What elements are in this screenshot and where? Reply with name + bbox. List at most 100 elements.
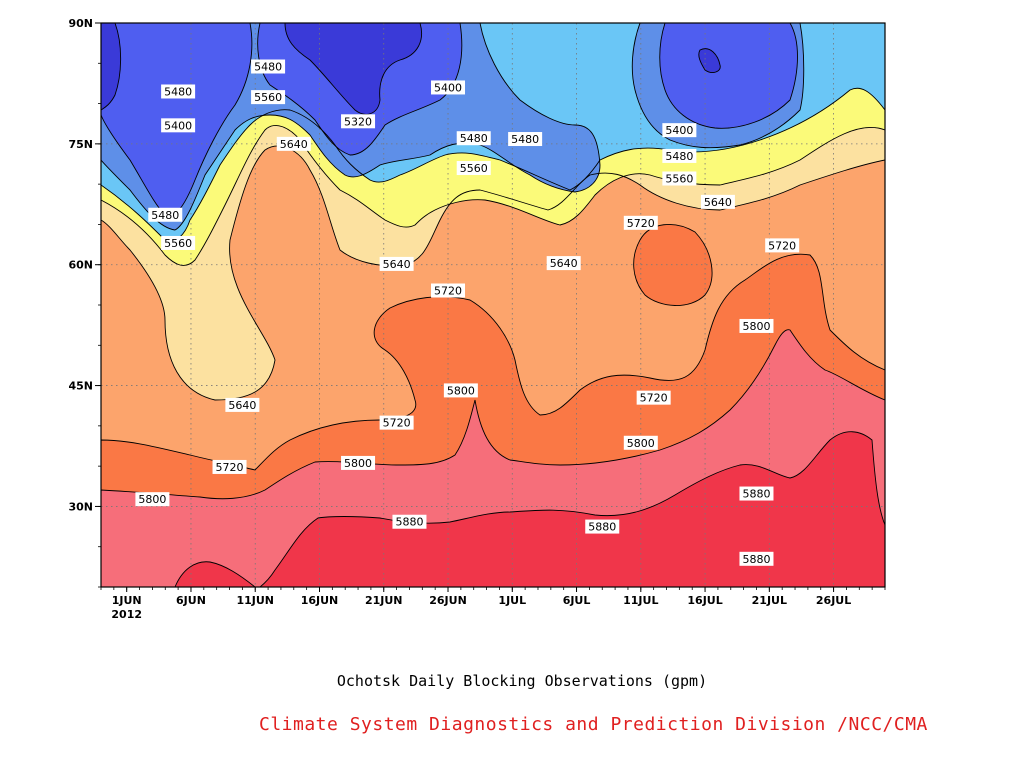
contour-label: 5800 bbox=[135, 492, 170, 507]
contour-label-text: 5640 bbox=[228, 399, 256, 412]
contour-label-text: 5880 bbox=[588, 521, 616, 534]
contour-label: 5560 bbox=[662, 171, 697, 186]
contour-label-box bbox=[739, 318, 774, 333]
contour-label-text: 5560 bbox=[164, 237, 192, 250]
contour-label-box bbox=[623, 215, 658, 230]
y-tick-label: 30N bbox=[68, 500, 93, 513]
contour-label-text: 5400 bbox=[164, 119, 192, 132]
contour-label-text: 5480 bbox=[254, 61, 282, 74]
x-tick-label: 21JUL bbox=[752, 594, 787, 607]
contour-label: 5640 bbox=[700, 194, 735, 209]
contour-label-text: 5400 bbox=[434, 81, 462, 94]
contour-label: 5400 bbox=[161, 118, 196, 133]
fill-band-above-5960 bbox=[175, 431, 885, 587]
contour-label-box bbox=[456, 131, 491, 146]
contour-label-text: 5560 bbox=[460, 162, 488, 175]
contour-label-box bbox=[623, 435, 658, 450]
contour-label: 5640 bbox=[546, 256, 581, 271]
contour-label-box bbox=[148, 207, 183, 222]
contour-label-box bbox=[161, 118, 196, 133]
contour-label-text: 5320 bbox=[344, 115, 372, 128]
contour-label-box bbox=[251, 90, 286, 105]
contour-label: 5800 bbox=[623, 435, 658, 450]
contour-label-text: 5720 bbox=[640, 392, 668, 405]
x-tick-label: 11JUL bbox=[623, 594, 658, 607]
contour-line bbox=[101, 23, 885, 401]
contour-label: 5640 bbox=[276, 136, 311, 151]
contour-label-text: 5880 bbox=[742, 488, 770, 501]
contour-label: 5880 bbox=[585, 519, 620, 534]
contour-label-text: 5800 bbox=[742, 320, 770, 333]
contour-label-text: 5480 bbox=[164, 85, 192, 98]
y-tick-label: 45N bbox=[68, 380, 93, 393]
contour-line bbox=[101, 23, 885, 266]
y-axis: 30N 45N 60N 75N 90N bbox=[68, 17, 101, 588]
contour-label: 5640 bbox=[225, 397, 260, 412]
contour-line bbox=[174, 431, 885, 587]
contour-label-text: 5800 bbox=[138, 493, 166, 506]
x-tick-label: 21JUN bbox=[365, 594, 403, 607]
contour-label-box bbox=[161, 235, 196, 250]
contour-label-text: 5800 bbox=[447, 384, 475, 397]
grid-lines bbox=[101, 23, 885, 587]
y-tick-label: 90N bbox=[68, 17, 93, 30]
contour-label-text: 5640 bbox=[383, 258, 411, 271]
contour-label-text: 5720 bbox=[627, 217, 655, 230]
x-tick-label: 26JUL bbox=[816, 594, 851, 607]
contour-label-box bbox=[456, 161, 491, 176]
contour-label-text: 5480 bbox=[460, 132, 488, 145]
contour-label-box bbox=[636, 390, 671, 405]
contour-label-text: 5640 bbox=[280, 138, 308, 151]
y-tick-label: 60N bbox=[68, 259, 93, 272]
contour-label: 5480 bbox=[508, 132, 543, 147]
contour-line-layer bbox=[101, 23, 885, 587]
contour-label-box bbox=[251, 59, 286, 74]
contour-line bbox=[633, 224, 713, 306]
contour-label-box bbox=[508, 132, 543, 147]
contour-label: 5880 bbox=[392, 514, 427, 529]
contour-label-box bbox=[341, 114, 376, 129]
contour-label: 5480 bbox=[662, 148, 697, 163]
contour-label: 5720 bbox=[379, 415, 414, 430]
contour-line bbox=[101, 23, 721, 115]
contour-label-text: 5720 bbox=[383, 417, 411, 430]
contour-label: 5400 bbox=[431, 80, 466, 95]
contour-label: 5480 bbox=[161, 84, 196, 99]
chart-title: Ochotsk Daily Blocking Observations (gpm… bbox=[336, 672, 708, 690]
x-tick-label: 6JUN bbox=[176, 594, 206, 607]
contour-label-text: 5640 bbox=[704, 196, 732, 209]
contour-label-box bbox=[212, 459, 247, 474]
contour-label: 5720 bbox=[431, 283, 466, 298]
x-tick-label: 16JUN bbox=[301, 594, 339, 607]
x-tick-label: 11JUN bbox=[236, 594, 274, 607]
contour-label: 5480 bbox=[148, 207, 183, 222]
contour-label-box bbox=[379, 415, 414, 430]
contour-label-box bbox=[276, 136, 311, 151]
contour-label-box bbox=[585, 519, 620, 534]
contour-label: 5480 bbox=[456, 131, 491, 146]
contour-label-text: 5480 bbox=[665, 150, 693, 163]
contour-label-text: 5720 bbox=[434, 284, 462, 297]
contour-labels: 5480 5400 5480 5560 5480 5560 5640 5320 5400 5480… bbox=[135, 59, 800, 566]
contour-label-text: 5560 bbox=[665, 173, 693, 186]
contour-label: 5720 bbox=[636, 390, 671, 405]
contour-label-box bbox=[546, 256, 581, 271]
x-tick-label: 1JUN bbox=[112, 594, 142, 607]
contour-label-box bbox=[135, 492, 170, 507]
contour-label-box bbox=[341, 455, 376, 470]
contour-label: 5480 bbox=[251, 59, 286, 74]
contour-label: 5720 bbox=[765, 238, 800, 253]
contour-label: 5640 bbox=[379, 256, 414, 271]
contour-line bbox=[101, 23, 805, 231]
contour-label-text: 5880 bbox=[395, 516, 423, 529]
contour-label: 5800 bbox=[341, 455, 376, 470]
contour-label: 5560 bbox=[251, 90, 286, 105]
contour-label-text: 5640 bbox=[550, 257, 578, 270]
contour-label-text: 5800 bbox=[627, 437, 655, 450]
contour-label-text: 5480 bbox=[151, 209, 179, 222]
contour-label-box bbox=[225, 397, 260, 412]
contour-label: 5880 bbox=[739, 486, 774, 501]
contour-line bbox=[101, 253, 885, 587]
